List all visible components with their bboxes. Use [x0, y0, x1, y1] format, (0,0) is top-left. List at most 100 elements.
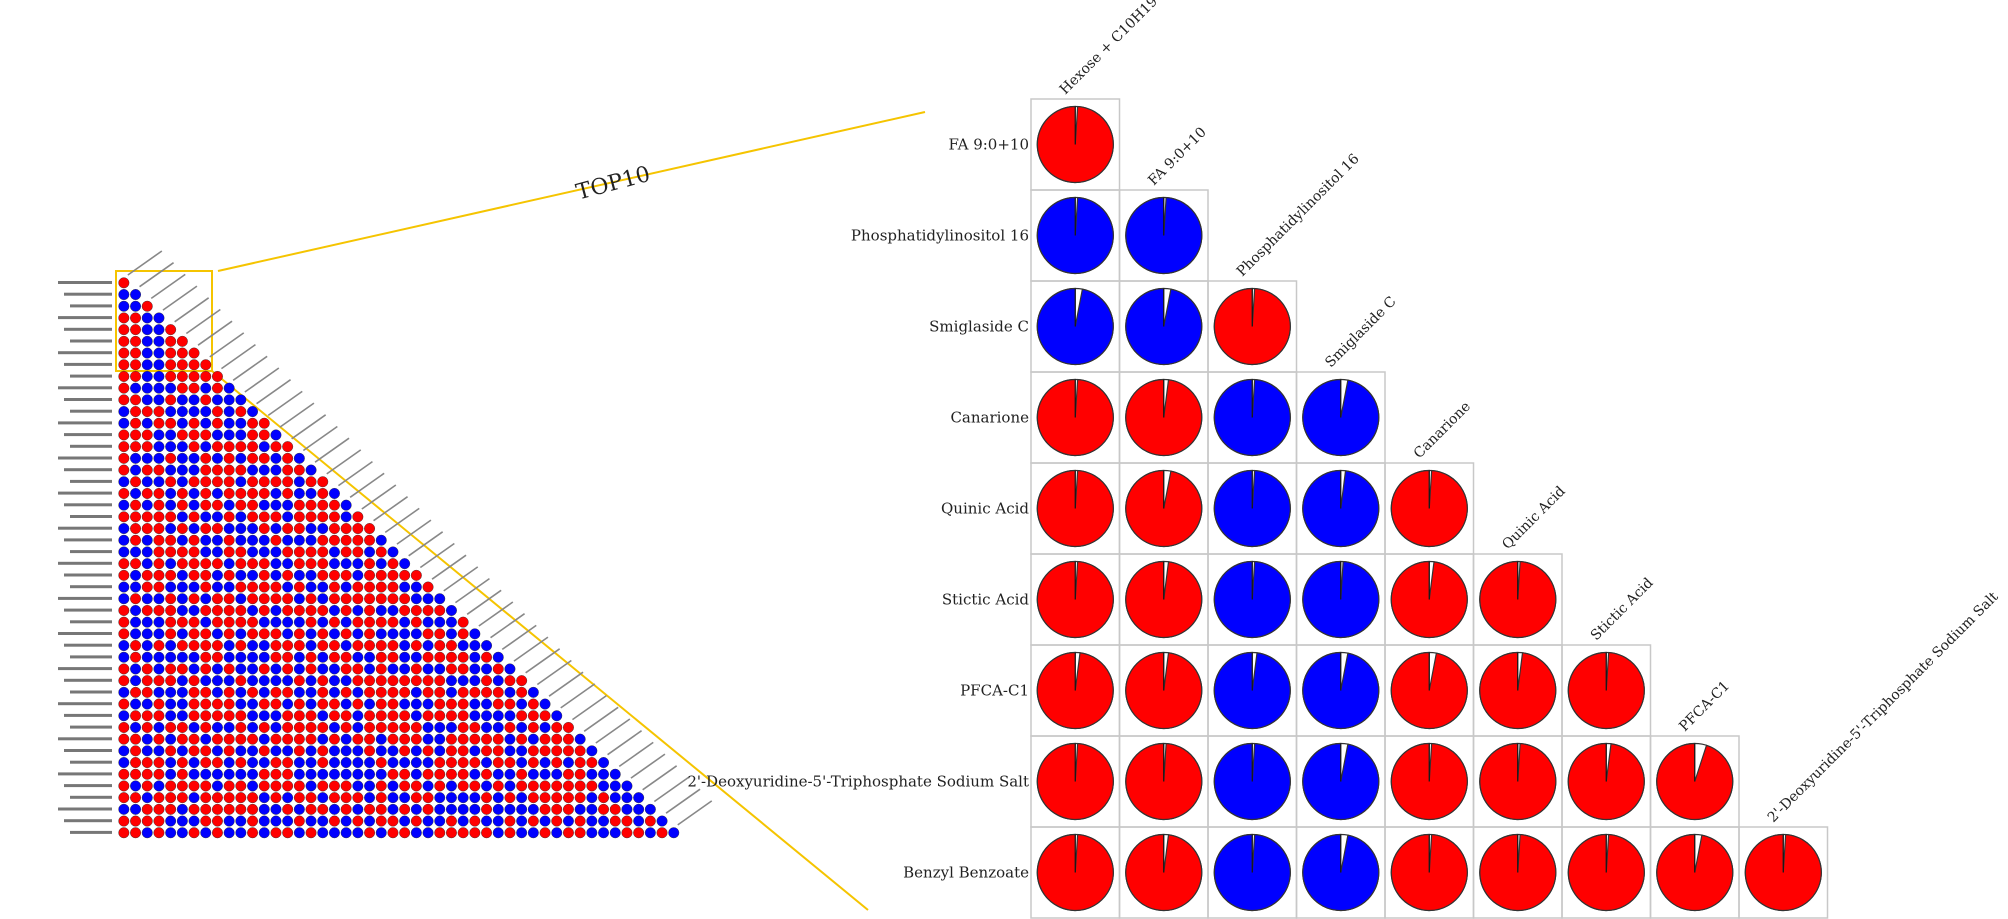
overview-row-label [58, 772, 112, 776]
overview-cell [410, 722, 422, 733]
overview-cell [188, 382, 200, 394]
overview-cell [188, 768, 200, 780]
overview-cell [176, 394, 188, 406]
overview-cell [293, 698, 305, 710]
overview-cell [317, 733, 329, 745]
overview-cell [481, 803, 492, 815]
overview-cell [223, 663, 235, 675]
overview-cell [211, 628, 223, 640]
overview-col-label [232, 355, 268, 381]
overview-cell [211, 745, 223, 757]
overview-row-label [64, 819, 112, 823]
overview-cell [469, 651, 481, 663]
overview-cell [598, 757, 609, 768]
overview-cell [165, 640, 177, 651]
overview-cell [188, 371, 200, 382]
overview-cell [200, 394, 212, 406]
overview-cell [258, 499, 270, 511]
overview-cell [516, 827, 528, 839]
overview-cell [153, 605, 165, 616]
overview-cell [188, 780, 200, 792]
overview-cell [329, 605, 340, 616]
overview-cell [247, 476, 259, 488]
overview-cell [141, 558, 153, 570]
overview-cell [446, 745, 457, 757]
overview-cell [118, 698, 130, 710]
overview-cell [258, 569, 270, 581]
overview-cell [211, 371, 223, 382]
overview-cell [375, 827, 387, 839]
overview-cell [130, 511, 142, 523]
overview-cell [153, 335, 165, 347]
overview-cell [235, 710, 247, 722]
overview-cell [504, 757, 516, 768]
overview-cell [258, 792, 270, 804]
overview-cell [200, 803, 212, 815]
overview-cell [153, 534, 165, 546]
overview-cell [188, 640, 200, 651]
overview-row-label [58, 491, 112, 495]
overview-col-label [571, 694, 607, 721]
overview-cell [282, 581, 294, 593]
overview-cell [270, 546, 282, 558]
overview-cell [504, 698, 516, 710]
overview-cell [270, 616, 282, 628]
overview-cell [130, 815, 142, 827]
overview-cell [223, 686, 235, 698]
overview-cell [527, 757, 539, 768]
overview-cell [211, 698, 223, 710]
overview-cell [621, 827, 633, 839]
overview-cell [200, 476, 212, 488]
overview-cell [375, 698, 387, 710]
overview-cell [282, 698, 294, 710]
overview-cell [422, 663, 434, 675]
overview-cell [200, 593, 212, 605]
overview-cell [317, 488, 329, 499]
overview-cell [375, 792, 387, 804]
overview-cell [176, 347, 188, 359]
overview-cell [609, 815, 621, 827]
overview-cell [305, 616, 317, 628]
overview-cell [188, 394, 200, 406]
overview-cell [282, 523, 294, 534]
overview-row-label [64, 678, 112, 682]
overview-cell [469, 663, 481, 675]
overview-cell [329, 546, 340, 558]
overview-cell [188, 488, 200, 499]
overview-cell [118, 371, 130, 382]
overview-cell [141, 441, 153, 453]
overview-cell [364, 558, 375, 570]
overview-cell [258, 768, 270, 780]
overview-row-label [58, 561, 112, 565]
overview-cell [598, 803, 609, 815]
overview-cell [258, 640, 270, 651]
overview-cell [270, 792, 282, 804]
overview-cell [247, 768, 259, 780]
overview-col-label [630, 753, 666, 779]
overview-cell [188, 616, 200, 628]
overview-cell [387, 546, 399, 558]
overview-cell [293, 827, 305, 839]
overview-cell [539, 733, 551, 745]
overview-cell [340, 827, 352, 839]
overview-cell [270, 651, 282, 663]
overview-cell [141, 312, 153, 324]
overview-cell [364, 686, 375, 698]
overview-cell [305, 710, 317, 722]
detail-row-label: Quinic Acid [941, 500, 1029, 518]
overview-cell [340, 803, 352, 815]
overview-cell [364, 792, 375, 804]
overview-row-label [70, 690, 112, 694]
overview-col-label [618, 741, 654, 768]
overview-cell [282, 569, 294, 581]
overview-cell [223, 429, 235, 441]
overview-cell [282, 768, 294, 780]
overview-cell [364, 815, 375, 827]
overview-cell [211, 476, 223, 488]
overview-cell [141, 686, 153, 698]
overview-cell [305, 464, 317, 476]
overview-cell [375, 663, 387, 675]
overview-cell [352, 581, 364, 593]
overview-cell [317, 628, 329, 640]
overview-cell [211, 792, 223, 804]
